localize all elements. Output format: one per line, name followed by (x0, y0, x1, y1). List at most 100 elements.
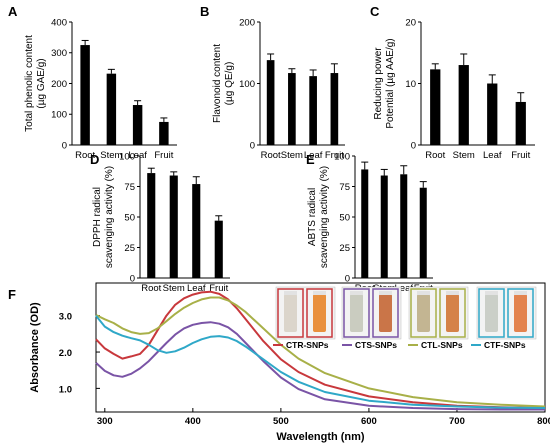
vial-frame (372, 288, 399, 338)
panel-f: F 300 400 500 600 700 800 1.0 2.0 3.0 Wavelength (… (8, 282, 550, 443)
y-tick-label: 3.0 (59, 312, 72, 323)
bar-root (266, 60, 275, 145)
series-line-ctf-snps (95, 315, 546, 409)
x-tick-label: Root (75, 150, 95, 161)
y-tick-label: 0 (345, 273, 350, 284)
legend: CTR-SNPs CTS-SNPs CTL-SNPs CTF-SNPs (273, 340, 526, 350)
y-tick-label: 2.0 (59, 348, 72, 359)
x-tick-label: Stem (100, 150, 122, 161)
y-tick-label: 0 (62, 140, 67, 151)
bar-leaf (132, 105, 143, 145)
extract-vial (485, 294, 498, 332)
panel-letter: C (370, 4, 380, 19)
vial-cap (379, 291, 392, 295)
x-tick-label: Fruit (154, 150, 173, 161)
y-tick-label: 0 (411, 140, 416, 151)
legend-label: CTF-SNPs (484, 340, 526, 350)
x-tick-label: Stem (281, 150, 303, 161)
y-axis-label: Flavonoid content (212, 44, 223, 123)
y-axis-label: (µg QE/g) (224, 62, 235, 106)
panel-letter: A (8, 4, 18, 19)
panel-letter: F (8, 287, 16, 302)
vial-frame (478, 288, 505, 338)
y-axis-label: (µg GAE/g) (36, 58, 47, 108)
bar-stem (288, 73, 296, 145)
x-tick-label: Leaf (483, 150, 502, 161)
panel-c: C 0 10 20 Reducing power Potential (µg AAE/g)… (370, 4, 535, 161)
legend-label: CTL-SNPs (421, 340, 463, 350)
vial-frame (277, 288, 304, 338)
bar-stem (169, 175, 178, 278)
y-axis-label: DPPH radical (92, 187, 103, 247)
extract-vial (350, 294, 363, 332)
y-axis-label: Reducing power (373, 47, 384, 120)
legend-label: CTR-SNPs (286, 340, 329, 350)
vial-pair-4 (476, 286, 537, 340)
x-axis-title: Wavelength (nm) (276, 431, 365, 443)
bar-root (361, 169, 369, 278)
bar-leaf (400, 174, 408, 278)
bar-stem (106, 73, 117, 145)
panel-b: B 0 100 200 Flavonoid content (µg QE/g) Root St… (200, 4, 345, 161)
bar-fruit (419, 187, 427, 278)
y-tick-label: 20 (405, 17, 416, 28)
y-tick-label: 100 (119, 151, 135, 162)
bar-leaf (487, 83, 498, 145)
y-tick-label: 100 (334, 151, 350, 162)
y-axis-label: Potential (µg AAE/g) (385, 38, 396, 128)
bar-root (430, 69, 441, 145)
panel-e: E 0 25 50 75 100 ABTS radical scavenging activi… (306, 151, 433, 294)
y-tick-label: 25 (339, 243, 350, 254)
vial-pair-3 (408, 286, 469, 340)
extract-vial (284, 294, 297, 332)
snp-vial (514, 294, 527, 332)
y-tick-label: 10 (405, 79, 416, 90)
y-tick-label: 100 (51, 110, 67, 121)
y-tick-label: 200 (51, 79, 67, 90)
x-tick-label: Fruit (511, 150, 530, 161)
y-tick-label: 200 (239, 17, 255, 28)
bar-root (80, 45, 90, 145)
bar-leaf (309, 76, 317, 145)
y-tick-label: 50 (339, 212, 350, 223)
x-tick-label: Stem (163, 283, 185, 294)
bar-stem (458, 65, 469, 145)
snp-vial (379, 294, 392, 332)
vial-cap (514, 291, 527, 295)
vial-frame (410, 288, 437, 338)
x-tick-label: Root (425, 150, 445, 161)
x-tick-label: Leaf (187, 283, 206, 294)
x-tick-label: Fruit (209, 283, 228, 294)
series-line-cts-snps (95, 321, 545, 411)
vial-pair-2 (341, 286, 402, 340)
y-axis-label: scavenging activity (%) (104, 166, 115, 268)
bar-stem (380, 175, 388, 278)
y-axis-label: ABTS radical (307, 188, 318, 246)
y-tick-label: 300 (51, 48, 67, 59)
snp-vial (446, 294, 459, 332)
legend-label: CTS-SNPs (355, 340, 397, 350)
vial-pair-1 (275, 286, 336, 340)
x-tick-label: Root (261, 150, 281, 161)
y-axis-label: Total phenolic content (24, 35, 35, 132)
snp-vial (313, 294, 326, 332)
y-axis-title: Absorbance (OD) (29, 302, 41, 393)
plot-frame (95, 282, 546, 413)
x-tick-label: Leaf (304, 150, 323, 161)
y-tick-label: 100 (239, 79, 255, 90)
x-tick-label: Stem (453, 150, 475, 161)
vial-frame (507, 288, 534, 338)
panel-letter: B (200, 4, 209, 19)
bar-leaf (192, 184, 201, 278)
vial-cap (485, 291, 498, 295)
panel-d: D 0 25 50 75 100 DPPH radical scavenging activi… (90, 151, 230, 294)
x-tick-label: 600 (361, 416, 377, 427)
x-tick-label: 700 (449, 416, 465, 427)
bar-fruit (515, 101, 526, 145)
x-tick-label: Leaf (395, 283, 414, 294)
x-tick-label: 500 (273, 416, 289, 427)
y-tick-label: 400 (51, 17, 67, 28)
y-tick-label: 0 (130, 273, 135, 284)
series-line-ctl-snps (95, 296, 546, 408)
